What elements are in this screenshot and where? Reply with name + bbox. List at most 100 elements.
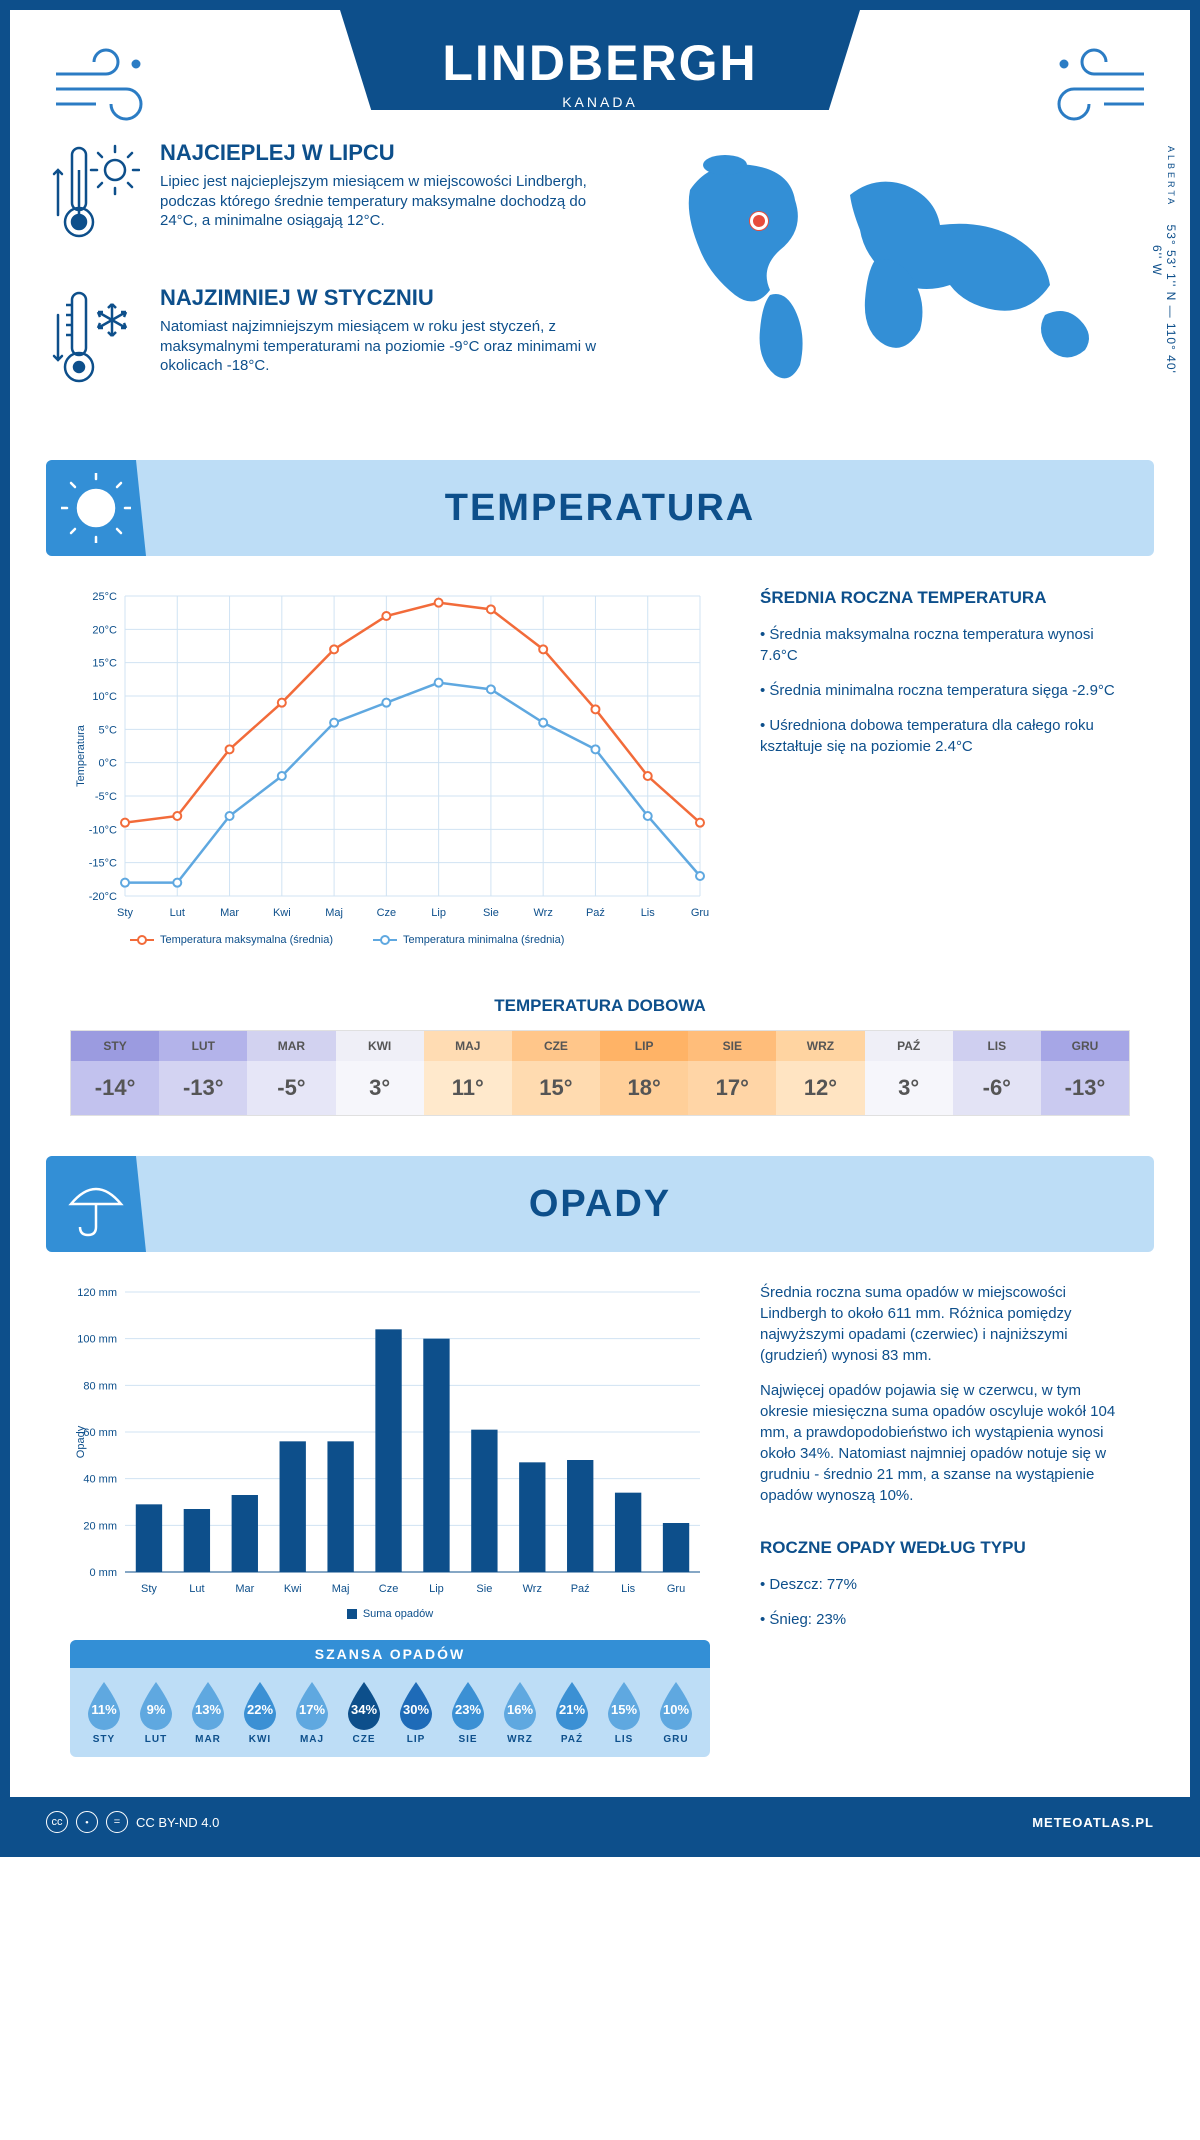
svg-text:Lip: Lip — [429, 1583, 444, 1595]
svg-text:Maj: Maj — [332, 1583, 350, 1595]
chance-cell: 22%KWI — [234, 1680, 286, 1745]
city-name: LINDBERGH — [340, 34, 860, 92]
map-column: ALBERTA 53° 53' 1'' N — 110° 40' 6'' W — [650, 140, 1150, 430]
svg-text:Kwi: Kwi — [284, 1583, 302, 1595]
temp-table-cell: LIS -6° — [953, 1031, 1041, 1115]
svg-text:25°C: 25°C — [92, 591, 117, 603]
infographic-frame: LINDBERGH KANADA — [0, 0, 1200, 1857]
svg-text:60 mm: 60 mm — [83, 1427, 117, 1439]
temperature-chart-column: -20°C-15°C-10°C-5°C0°C5°C10°C15°C20°C25°… — [70, 586, 710, 946]
svg-text:Lis: Lis — [621, 1583, 636, 1595]
svg-text:Temperatura: Temperatura — [75, 724, 87, 787]
chance-cell: 34%CZE — [338, 1680, 390, 1745]
section-temperature-title: TEMPERATURA — [146, 487, 1154, 530]
fact-warm-text: Lipiec jest najcieplejszym miesiącem w m… — [160, 172, 610, 231]
svg-text:15°C: 15°C — [92, 658, 117, 670]
temp-table-cell: LUT -13° — [159, 1031, 247, 1115]
temp-table-cell: LIP 18° — [600, 1031, 688, 1115]
fact-coldest: NAJZIMNIEJ W STYCZNIU Natomiast najzimni… — [50, 285, 610, 400]
temp-side-heading: ŚREDNIA ROCZNA TEMPERATURA — [760, 586, 1130, 610]
cc-icon: cc — [46, 1811, 68, 1833]
precip-p2: Najwięcej opadów pojawia się w czerwcu, … — [760, 1380, 1130, 1506]
chance-cell: 13%MAR — [182, 1680, 234, 1745]
precip-legend: Suma opadów — [70, 1608, 710, 1620]
umbrella-icon — [46, 1156, 146, 1252]
temp-table-cell: GRU -13° — [1041, 1031, 1129, 1115]
temperature-body: -20°C-15°C-10°C-5°C0°C5°C10°C15°C20°C25°… — [10, 556, 1190, 986]
svg-text:Cze: Cze — [377, 907, 397, 919]
fact-warmest: NAJCIEPLEJ W LIPCU Lipiec jest najcieple… — [50, 140, 610, 255]
temp-bullet-1: • Średnia maksymalna roczna temperatura … — [760, 624, 1130, 666]
svg-text:Lip: Lip — [431, 907, 446, 919]
svg-text:Paź: Paź — [586, 907, 605, 919]
world-map — [650, 140, 1150, 380]
thermometer-sun-icon — [50, 140, 140, 255]
svg-text:Gru: Gru — [691, 907, 709, 919]
fact-cold-title: NAJZIMNIEJ W STYCZNIU — [160, 285, 610, 311]
svg-text:Lis: Lis — [641, 907, 656, 919]
nd-icon: = — [106, 1811, 128, 1833]
svg-text:Sie: Sie — [483, 907, 499, 919]
precip-body: 0 mm20 mm40 mm60 mm80 mm100 mm120 mmStyL… — [10, 1252, 1190, 1797]
sun-icon — [46, 460, 146, 556]
fact-warm-title: NAJCIEPLEJ W LIPCU — [160, 140, 610, 166]
svg-text:Cze: Cze — [379, 1583, 399, 1595]
svg-text:Lut: Lut — [189, 1583, 204, 1595]
temperature-line-chart: -20°C-15°C-10°C-5°C0°C5°C10°C15°C20°C25°… — [70, 586, 710, 926]
chance-cell: 30%LIP — [390, 1680, 442, 1745]
svg-text:Sty: Sty — [141, 1583, 157, 1595]
svg-text:Wrz: Wrz — [534, 907, 553, 919]
legend-max: Temperatura maksymalna (średnia) — [130, 934, 333, 946]
svg-text:Paź: Paź — [571, 1583, 590, 1595]
temp-table-cell: CZE 15° — [512, 1031, 600, 1115]
svg-text:0 mm: 0 mm — [90, 1567, 118, 1579]
svg-text:Sie: Sie — [476, 1583, 492, 1595]
title-banner: LINDBERGH KANADA — [340, 10, 860, 110]
daily-temp-table: STY -14°LUT -13°MAR -5°KWI 3°MAJ 11°CZE … — [70, 1030, 1130, 1116]
chance-cell: 21%PAŹ — [546, 1680, 598, 1745]
chance-cell: 9%LUT — [130, 1680, 182, 1745]
temp-table-cell: SIE 17° — [688, 1031, 776, 1115]
svg-text:Sty: Sty — [117, 907, 133, 919]
svg-text:-20°C: -20°C — [89, 891, 117, 903]
header-area: LINDBERGH KANADA — [10, 10, 1190, 130]
coordinates-label: ALBERTA 53° 53' 1'' N — 110° 40' 6'' W — [1150, 140, 1178, 380]
section-temperature-header: TEMPERATURA — [46, 460, 1154, 556]
country-name: KANADA — [340, 94, 860, 110]
temperature-side-text: ŚREDNIA ROCZNA TEMPERATURA • Średnia mak… — [760, 586, 1130, 946]
svg-text:Kwi: Kwi — [273, 907, 291, 919]
section-precip-header: OPADY — [46, 1156, 1154, 1252]
svg-text:20 mm: 20 mm — [83, 1520, 117, 1532]
location-marker-icon — [750, 212, 768, 230]
temp-table-cell: MAR -5° — [247, 1031, 335, 1115]
svg-text:Mar: Mar — [235, 1583, 254, 1595]
svg-text:10°C: 10°C — [92, 691, 117, 703]
precip-type-heading: ROCZNE OPADY WEDŁUG TYPU — [760, 1536, 1130, 1560]
facts-column: NAJCIEPLEJ W LIPCU Lipiec jest najcieple… — [50, 140, 610, 430]
temp-table-cell: KWI 3° — [336, 1031, 424, 1115]
temp-table-cell: PAŹ 3° — [865, 1031, 953, 1115]
temp-bullet-2: • Średnia minimalna roczna temperatura s… — [760, 680, 1130, 701]
temp-bullet-3: • Uśredniona dobowa temperatura dla całe… — [760, 715, 1130, 757]
wind-icon-left — [46, 34, 166, 130]
footer: cc 🞄 = CC BY-ND 4.0 METEOATLAS.PL — [10, 1797, 1190, 1847]
chance-cell: 15%LIS — [598, 1680, 650, 1745]
svg-text:40 mm: 40 mm — [83, 1474, 117, 1486]
chance-heading: SZANSA OPADÓW — [70, 1640, 710, 1668]
section-precip-title: OPADY — [146, 1183, 1154, 1226]
svg-text:Maj: Maj — [325, 907, 343, 919]
chance-cell: 16%WRZ — [494, 1680, 546, 1745]
temp-table-cell: MAJ 11° — [424, 1031, 512, 1115]
temperature-legend: Temperatura maksymalna (średnia) Tempera… — [70, 934, 710, 946]
svg-text:Mar: Mar — [220, 907, 239, 919]
temp-table-cell: WRZ 12° — [776, 1031, 864, 1115]
chance-cell: 10%GRU — [650, 1680, 702, 1745]
precip-type-2: • Śnieg: 23% — [760, 1609, 1130, 1630]
svg-text:Gru: Gru — [667, 1583, 685, 1595]
svg-text:80 mm: 80 mm — [83, 1380, 117, 1392]
wind-icon-right — [1034, 34, 1154, 130]
svg-text:0°C: 0°C — [99, 758, 118, 770]
chance-cell: 23%SIE — [442, 1680, 494, 1745]
chance-cell: 17%MAJ — [286, 1680, 338, 1745]
precip-chance-box: SZANSA OPADÓW 11%STY 9%LUT 13%MAR 22%KWI… — [70, 1640, 710, 1757]
